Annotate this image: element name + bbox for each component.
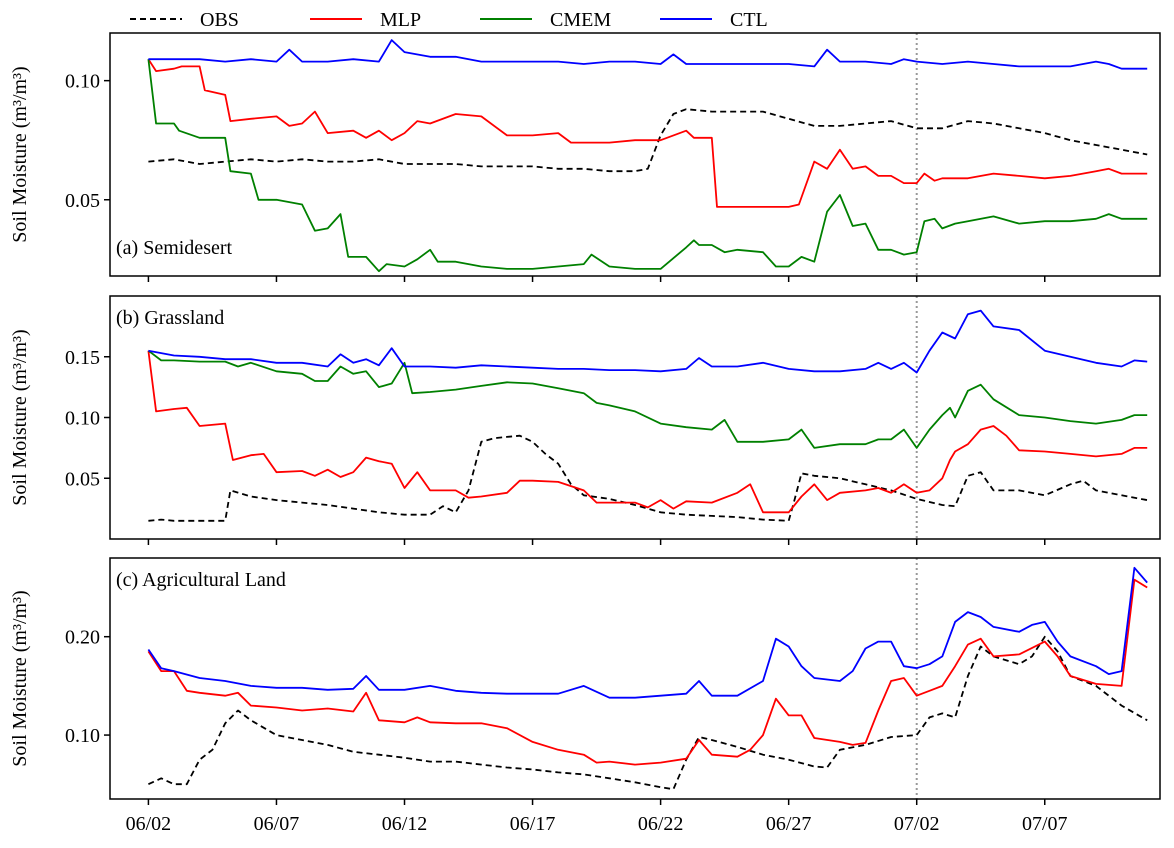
x-tick-label: 07/02 bbox=[894, 813, 940, 835]
y-axis-label: Soil Moisture (m³/m³) bbox=[9, 329, 31, 505]
panel-1: 0.05 0.10 (a) Semidesert Soil Moisture (m³/… bbox=[9, 32, 1161, 282]
series-line-mlp bbox=[147, 578, 1148, 766]
legend-label-mlp: MLP bbox=[380, 9, 421, 31]
x-tick-label: 06/17 bbox=[510, 813, 556, 835]
panel-label: (a) Semidesert bbox=[116, 237, 233, 259]
series-line-mlp bbox=[147, 350, 1148, 514]
panel-label: (c) Agricultural Land bbox=[116, 569, 286, 591]
series-group bbox=[147, 39, 1148, 273]
y-tick-label: 0.20 bbox=[65, 627, 100, 649]
plot-frame bbox=[109, 32, 1161, 277]
x-tick-label: 06/02 bbox=[126, 813, 172, 835]
series-line-ctl bbox=[148, 309, 1148, 374]
x-tick-label: 06/27 bbox=[766, 813, 812, 835]
series-group bbox=[147, 566, 1148, 791]
y-axis-label: Soil Moisture (m³/m³) bbox=[9, 590, 31, 766]
legend: OBS MLP CMEM CTL bbox=[130, 9, 768, 31]
series-line-obs bbox=[148, 635, 1148, 791]
legend-label-ctl: CTL bbox=[730, 9, 768, 31]
series-line-cmem bbox=[147, 59, 1148, 273]
series-line-ctl bbox=[148, 39, 1148, 70]
y-tick-label: 0.10 bbox=[65, 725, 100, 747]
series-line-cmem bbox=[147, 349, 1148, 449]
x-tick-label: 07/07 bbox=[1022, 813, 1068, 835]
x-tick-label: 06/12 bbox=[382, 813, 428, 835]
panels: 0.05 0.10 (a) Semidesert Soil Moisture (m³/… bbox=[9, 32, 1161, 835]
series-line-obs bbox=[148, 434, 1148, 522]
panel-3: 0.10 0.20 06/02 06/07 06/12 06/17 06/22 06/27 07… bbox=[9, 557, 1161, 835]
legend-entry-ctl: CTL bbox=[660, 9, 768, 31]
legend-entry-mlp: MLP bbox=[310, 9, 421, 31]
x-tick-label: 06/22 bbox=[638, 813, 684, 835]
series-line-ctl bbox=[147, 566, 1148, 699]
series-group bbox=[147, 309, 1148, 522]
legend-label-obs: OBS bbox=[200, 9, 239, 31]
x-tick-label: 06/07 bbox=[254, 813, 300, 835]
series-line-mlp bbox=[147, 58, 1148, 208]
y-axis-label: Soil Moisture (m³/m³) bbox=[9, 66, 31, 242]
legend-entry-obs: OBS bbox=[130, 9, 239, 31]
y-tick-label: 0.05 bbox=[65, 190, 100, 212]
y-tick-label: 0.10 bbox=[65, 71, 100, 93]
plot-frame bbox=[109, 557, 1161, 800]
panel-label: (b) Grassland bbox=[116, 307, 224, 329]
y-tick-label: 0.15 bbox=[65, 347, 100, 369]
panel-2: 0.05 0.10 0.15 (b) Grassland Soil Moisture (… bbox=[9, 295, 1161, 545]
legend-label-cmem: CMEM bbox=[550, 9, 611, 31]
legend-entry-cmem: CMEM bbox=[480, 9, 611, 31]
y-tick-label: 0.05 bbox=[65, 468, 100, 490]
y-tick-label: 0.10 bbox=[65, 408, 100, 430]
